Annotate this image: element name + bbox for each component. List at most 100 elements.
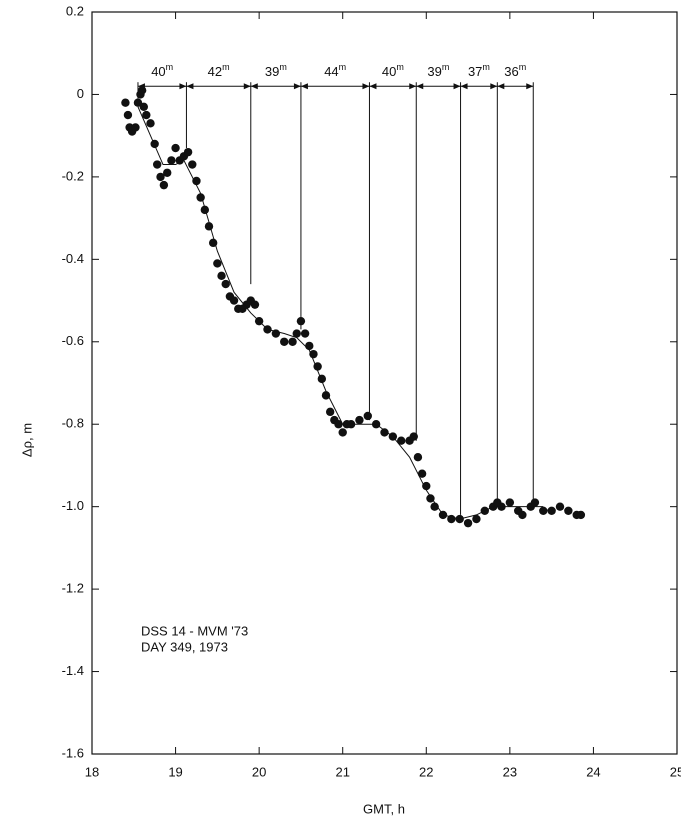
data-point [137,86,147,95]
y-tick-label: -0.2 [62,168,84,183]
interval-value: 36 [504,65,518,80]
data-point [146,119,155,128]
data-point [530,498,540,507]
x-tick-label: 18 [85,764,99,779]
data-point [250,300,260,309]
data-point [539,506,548,515]
arrowhead [186,83,251,90]
data-point [321,391,331,400]
data-point [463,518,473,528]
data-point [217,271,226,281]
x-tick-label: 24 [586,764,600,779]
data-point [325,407,335,417]
data-point [409,432,418,441]
data-point [338,428,347,437]
interval-value: 42 [208,65,222,80]
interval-label: 40m [382,63,404,80]
data-point [296,316,306,326]
data-point [213,259,222,268]
interval-label: 39m [265,63,287,80]
data-point [422,481,431,491]
data-point [171,143,180,153]
data-point [131,123,140,132]
data-point [192,176,201,186]
data-point [300,329,310,338]
data-point [183,147,193,157]
interval-value: 44 [324,65,338,80]
arrowhead [300,83,370,90]
data-point [133,98,143,107]
x-tick-label: 19 [168,764,182,779]
data-point [150,139,159,149]
y-tick-label: -0.4 [62,251,84,266]
plot-frame [91,11,678,755]
data-point [163,168,172,177]
interval-value: 39 [265,65,279,80]
interval-label: 37m [468,63,490,80]
y-tick-label: 0 [77,86,84,101]
data-point [547,506,556,515]
data-point [142,110,151,120]
data-point [123,110,133,120]
interval-unit: m [442,63,450,73]
interval-value: 40 [151,65,165,80]
interval-unit: m [279,63,287,73]
data-point [413,453,423,462]
interval-value: 37 [468,65,482,80]
interval-label: 42m [208,63,230,80]
interval-unit: m [222,63,230,73]
y-tick-label: 0.2 [66,3,84,18]
data-point [292,329,301,338]
data-point [426,494,435,503]
interval-label: 40m [151,63,173,80]
interval-label: 36m [504,63,526,80]
data-point [564,506,573,515]
data-point [417,469,427,478]
interval-label: 44m [324,63,346,80]
data-point [576,510,586,520]
data-point [363,411,372,421]
data-point [229,296,239,305]
data-point [518,510,527,520]
interval-unit: m [519,63,527,73]
data-point [380,428,389,437]
interval-unit: m [396,63,404,73]
y-tick-label: -1.6 [62,745,84,760]
y-tick-label: -1.4 [62,663,84,678]
interval-label: 39m [427,63,449,80]
data-point [305,341,314,351]
interval-value: 40 [382,65,396,80]
data-point [221,279,230,289]
data-point [188,160,197,169]
data-point [288,337,297,346]
y-tick-label: -1.2 [62,581,84,596]
x-axis-label: GMT, h [363,801,405,816]
interval-unit: m [339,63,347,73]
data-point [139,102,149,112]
y-tick-label: -0.6 [62,333,84,348]
interval-value: 39 [427,65,441,80]
data-point [152,160,162,169]
data-point [430,502,439,511]
data-point [397,436,406,445]
data-point [505,498,515,507]
y-tick-label: -0.8 [62,416,84,431]
data-point [280,337,289,346]
interval-unit: m [166,63,174,73]
data-point [472,514,481,524]
data-point [200,205,210,215]
x-tick-label: 22 [419,764,433,779]
data-point [355,415,364,425]
x-tick-label: 20 [252,764,266,779]
data-point [334,420,343,429]
data-point [156,172,165,182]
data-point [121,98,130,107]
data-point [159,180,169,190]
data-point [167,156,176,165]
x-tick-label: 25 [670,764,681,779]
data-point [555,502,565,511]
y-axis-label: Δρ, m [19,423,34,457]
x-tick-label: 23 [503,764,517,779]
